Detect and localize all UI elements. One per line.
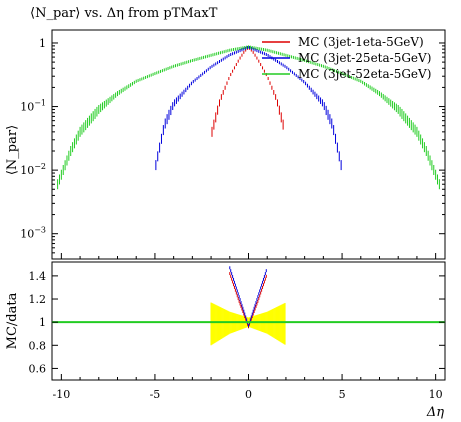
x-tick-label: -5 — [150, 388, 161, 401]
x-ticks: -10 -5 0 5 10 — [52, 253, 443, 401]
top-panel: ⟨N_par⟩ 1 10−1 10−2 10−3 MC (3jet-1eta-5GeV… — [5, 29, 446, 260]
bottom-y-tick-label: 1.4 — [29, 270, 47, 283]
bottom-y-ticks: 0.6 0.8 1 1.2 1.4 — [29, 270, 445, 375]
top-series-group — [57, 45, 440, 190]
top-y-tick-label: 1 — [39, 37, 46, 50]
x-tick-label: 10 — [429, 388, 443, 401]
top-y-tick-label: 10−1 — [20, 99, 46, 114]
top-y-ticks: 1 10−1 10−2 10−3 — [20, 37, 445, 260]
top-y-axis-label: ⟨N_par⟩ — [5, 125, 20, 175]
legend-label: MC (3jet-52eta-5GeV) — [298, 67, 431, 81]
bottom-y-tick-label: 0.6 — [29, 362, 47, 375]
legend-label: MC (3jet-1eta-5GeV) — [298, 35, 424, 49]
top-y-tick-label: 10−2 — [20, 162, 46, 177]
x-tick-label: 0 — [245, 388, 252, 401]
bottom-y-tick-label: 1.2 — [29, 293, 47, 306]
x-axis-label: Δη — [426, 405, 444, 420]
x-tick-label: -10 — [52, 388, 70, 401]
legend-label: MC (3jet-25eta-5GeV) — [298, 51, 431, 65]
legend: MC (3jet-1eta-5GeV) MC (3jet-25eta-5GeV) M… — [262, 35, 431, 81]
uncertainty-band-group — [52, 302, 445, 346]
top-y-tick-label: 10−3 — [20, 226, 46, 241]
bottom-panel: MC/data 0.6 0.8 1 1.2 1.4 — [5, 261, 446, 381]
bottom-y-axis-label: MC/data — [5, 292, 20, 349]
bottom-series-group — [52, 266, 445, 329]
bottom-y-tick-label: 1 — [39, 316, 46, 329]
bottom-y-tick-label: 0.8 — [29, 339, 47, 352]
chart-title: ⟨N_par⟩ vs. Δη from pTMaxT — [30, 6, 218, 21]
x-tick-label: 5 — [339, 388, 346, 401]
